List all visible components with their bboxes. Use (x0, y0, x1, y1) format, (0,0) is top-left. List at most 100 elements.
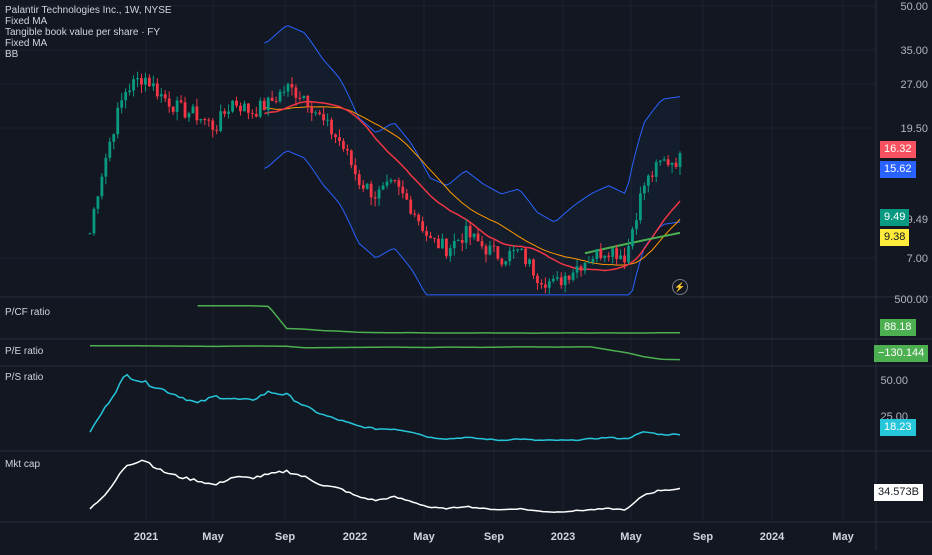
candle-body (433, 237, 436, 239)
candle-body (342, 141, 345, 149)
chart-legend: Palantir Technologies Inc., 1W, NYSE Fix… (5, 5, 172, 60)
candle-body (231, 100, 234, 112)
candle-body (187, 113, 191, 118)
candle-body (314, 112, 318, 114)
candle-body (203, 119, 207, 121)
price-tick-label: 35.00 (900, 45, 928, 57)
candle-body (591, 258, 595, 263)
candle-body (385, 181, 389, 186)
candle-body (551, 278, 555, 282)
legend-fixed-ma-1[interactable]: Fixed MA (5, 16, 48, 27)
candle-body (211, 120, 215, 130)
candle-body (132, 79, 135, 91)
candle-body (536, 275, 539, 283)
candle-body (120, 100, 124, 108)
candle-body (417, 214, 421, 222)
candle-body (579, 266, 583, 271)
candle-body (262, 100, 266, 111)
candle-body (159, 94, 163, 97)
candle-body (361, 184, 365, 189)
badge-pe: −130.144 (874, 345, 929, 362)
candle-body (642, 185, 646, 194)
x-tick-label: May (620, 531, 642, 543)
x-tick-label: 2022 (343, 531, 367, 543)
candle-body (330, 119, 333, 135)
candle-body (112, 134, 116, 142)
legend-fixed-ma-2[interactable]: Fixed MA (5, 38, 48, 49)
candle-body (464, 225, 468, 243)
candle-body (472, 233, 476, 238)
candle-body (492, 245, 496, 247)
candle-body (96, 196, 100, 209)
candle-body (167, 98, 171, 107)
candle-body (448, 248, 452, 257)
candle-body (171, 106, 175, 112)
candle-body (670, 162, 674, 165)
candle-body (393, 179, 397, 181)
x-tick-label: May (413, 531, 435, 543)
candle-body (456, 240, 460, 242)
badge-bb-upper: 15.62 (880, 161, 916, 178)
candle-body (302, 95, 306, 99)
candle-body (599, 249, 603, 258)
candle-body (468, 225, 472, 238)
candle-body (524, 248, 527, 265)
ma-red-line (264, 100, 681, 272)
badge-ma-value: 9.49 (880, 209, 910, 226)
bb-lower-line (264, 150, 681, 296)
candle-body (401, 186, 405, 194)
badge-pcf: 88.18 (880, 319, 916, 336)
legend-symbol[interactable]: Palantir Technologies Inc., 1W, NYSE (5, 5, 172, 16)
candle-body (496, 246, 500, 259)
candle-body (666, 159, 670, 165)
candle-body (274, 100, 278, 102)
price-tick-label: 27.00 (900, 79, 928, 91)
candle-body (349, 150, 353, 166)
candle-body (615, 248, 619, 260)
candle-body (365, 183, 369, 189)
candle-body (100, 176, 104, 197)
x-tick-label: 2021 (134, 531, 158, 543)
candle-body (658, 160, 662, 163)
ps-line (89, 373, 681, 442)
candle-body (306, 95, 310, 107)
legend-bb[interactable]: BB (5, 49, 19, 60)
candle-body (405, 193, 409, 200)
pane-label-pcf: P/CF ratio (5, 307, 51, 318)
candle-body (294, 87, 298, 98)
candle-body (397, 180, 401, 187)
candle-body (377, 189, 381, 199)
pcf-line (197, 305, 681, 334)
candle-body (155, 83, 159, 97)
candle-body (516, 249, 520, 251)
candle-body (369, 183, 373, 198)
candle-body (191, 106, 195, 114)
candle-body (444, 238, 448, 257)
candle-body (547, 281, 551, 288)
candle-body (338, 137, 341, 142)
candle-body (508, 250, 512, 262)
candle-body (389, 179, 393, 182)
candle-body (460, 240, 464, 243)
pane-label-pe: P/E ratio (5, 346, 44, 357)
pe-line (90, 344, 681, 361)
candle-body (235, 100, 238, 106)
candle-body (310, 106, 314, 113)
candle-body (250, 113, 254, 115)
candle-body (650, 175, 654, 177)
bb-band-fill (264, 25, 680, 295)
candle-body (571, 272, 575, 280)
candle-body (207, 119, 211, 121)
x-tick-label: Sep (275, 531, 295, 543)
candle-body (540, 282, 543, 285)
lightning-icon[interactable]: ⚡ (672, 279, 688, 295)
candle-body (223, 111, 227, 114)
candle-body (353, 165, 357, 175)
candle-body (567, 275, 571, 280)
legend-book-value[interactable]: Tangible book value per share · FY (5, 27, 161, 38)
x-tick-label: May (832, 531, 854, 543)
candle-body (603, 255, 607, 258)
candle-body (108, 141, 112, 158)
